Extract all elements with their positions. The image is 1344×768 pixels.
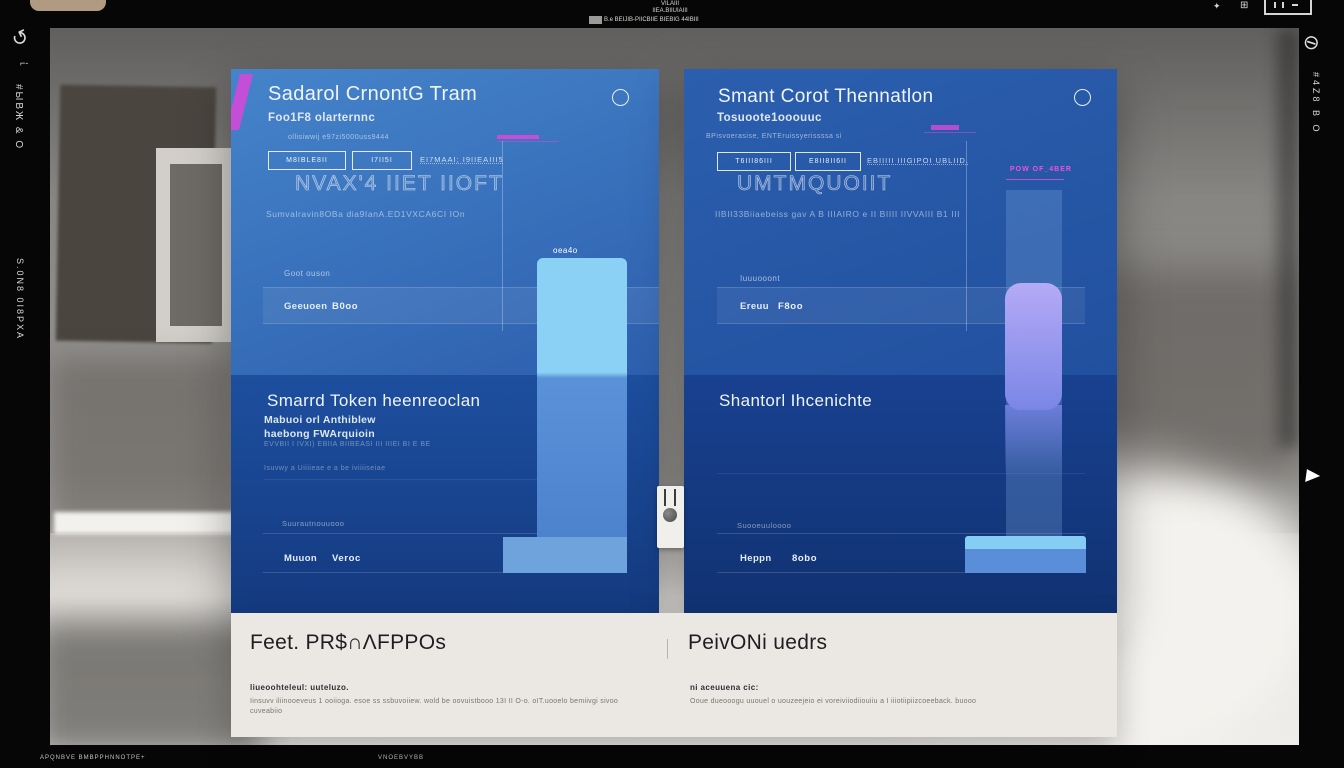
section2-fine2: Isuvwy a Uiiiieae e a be iviiiiseiae <box>264 465 386 472</box>
footer-divider <box>667 639 668 659</box>
divider <box>717 533 1085 534</box>
footer-card: Feet. PR$∩ΛFPPOs PeivONi uedrs liueoohte… <box>231 613 1117 737</box>
divider-slider[interactable] <box>657 486 684 548</box>
panel-left-subtitle: Foo1F8 olarternnc <box>268 112 376 124</box>
bar-purple-fade <box>1005 405 1062 477</box>
camera-frame-icon <box>1264 0 1312 15</box>
bezel-left-vertical-lower: S.0N8 0I8PXA <box>15 258 25 341</box>
bezel-top-text-1: VILAIII <box>660 1 679 7</box>
lower-row-label: Muuon <box>284 553 318 564</box>
chip-caption-link[interactable]: EBIIIII IIIGIPOI UBLIID. <box>867 156 969 165</box>
footer-left-body: Iinsuvv iliinooeveus 1 ooiioga. esoe ss … <box>250 698 619 715</box>
bezel-left-vertical-upper: #ЫВЖ & O <box>13 84 24 151</box>
row-label: Ereuu <box>740 301 769 312</box>
bezel-top-text-3: B.e BEIJIB-PIICBIIE BIEBIG 44IBIII <box>604 17 699 23</box>
row-label: Geeuoen <box>284 301 328 312</box>
panel-left-status-icon[interactable] <box>612 89 629 106</box>
chip-button-1[interactable]: T6III86III <box>717 152 791 171</box>
magenta-underline <box>924 132 976 133</box>
divider <box>263 572 627 573</box>
slider-knob[interactable] <box>663 508 677 522</box>
section2-line2: haebong FWArquioin <box>264 428 375 440</box>
panel-right-title: Smant Corot Thennatlon <box>718 86 934 107</box>
mini-magenta-label: POW OF_4BER <box>1010 166 1072 173</box>
divider <box>717 572 1085 573</box>
desk-shadow <box>50 618 260 745</box>
power-icon: ⊖ <box>1299 29 1323 57</box>
section2-heading: Smarrd Token heenreoclan <box>267 391 481 410</box>
grid-icon: ⊞ <box>1240 0 1249 11</box>
bar-value-label: oea4o <box>553 246 578 255</box>
bar-purple <box>1005 283 1062 410</box>
panel-right-status-icon[interactable] <box>1074 89 1091 106</box>
bezel-bottom-text-left: APQNBVE BMBPPHNNOTPE+ <box>40 755 146 761</box>
section2-fine1: EVVBII I IVXI) EBIIA BIIBEASI III IIIEI … <box>264 441 431 448</box>
magenta-dash <box>931 125 959 130</box>
lower-axis-label: Suurautnouuooo <box>282 519 345 528</box>
bezel-right-vertical-text: #4Z8 B O <box>1311 72 1321 135</box>
panel-right-meta: BPisvoerasise, ENTEruissyerissssa si <box>706 133 842 140</box>
spiral-icon: ↺ <box>8 25 33 53</box>
chart-axis-label: Goot ouson <box>284 269 331 278</box>
magenta-underline <box>1006 179 1064 180</box>
panel-right-fineprint: IIBII33Biiaebeiss gav A B IIIAIRO e II B… <box>715 209 961 219</box>
bezel-top-chip <box>589 16 602 24</box>
mouse-cursor <box>1305 469 1321 484</box>
chip-button-2[interactable]: E8II8II6II <box>795 152 861 171</box>
wordmark-outline-text: UMTMQUOIIT <box>737 172 893 196</box>
background-shadow-right <box>1100 268 1299 478</box>
bar-base-block <box>965 549 1086 573</box>
lower-row-value: Veroc <box>332 553 361 564</box>
bar-tall <box>537 258 627 537</box>
divider <box>263 533 627 534</box>
footer-right-body: Ooue dueooogu uuouel o uouzeejeio ei vor… <box>690 698 977 705</box>
chip-caption-link[interactable]: EI7MAAI; I9IIEAIII5 <box>420 155 504 164</box>
chart-axis-line <box>502 141 503 331</box>
bezel-bottom-text-right: VNOEBVYBB <box>378 755 425 761</box>
diamond-icon: ✦ <box>1213 1 1221 11</box>
magenta-stripe <box>231 74 253 130</box>
background-shadow <box>50 358 235 538</box>
panel-left-title: Sadarol CrnontG Tram <box>268 83 478 105</box>
magenta-dash <box>497 135 539 139</box>
panel-left-meta: ollisiwwij e97zi5000uss9444 <box>288 134 390 141</box>
divider <box>264 479 627 480</box>
lower-axis-label: Suooeuuloooo <box>737 521 792 530</box>
chart-axis-line <box>966 141 967 331</box>
footer-right-subheading: ni aceuuena cic: <box>690 683 759 692</box>
lower-row-value: 8obo <box>792 553 818 564</box>
chip-button-1[interactable]: M8IBLE8II <box>268 151 346 170</box>
row-value: F8oo <box>778 301 804 312</box>
chart-axis-label: Iuuuooont <box>740 274 781 283</box>
screen-edge-shadow <box>1278 28 1299 448</box>
panel-right-subtitle: Tosuoote1ooouuc <box>717 112 822 124</box>
wordmark-outline-text: NVAX'4 IIET IIOFT <box>295 172 504 196</box>
section2-line1: Mabuoi orl Anthiblew <box>264 414 376 426</box>
chip-button-2[interactable]: I7II5I <box>352 151 412 170</box>
bezel-reflection <box>30 0 106 11</box>
divider <box>717 473 1085 474</box>
magenta-underline <box>497 141 559 142</box>
bezel-top-text-2: IIEA.BIIUIAIII <box>652 8 688 14</box>
bezel-left-glyph: ⌐- <box>20 58 29 68</box>
picture-frame-art <box>170 164 222 326</box>
footer-left-heading: Feet. PR$∩ΛFPPOs <box>250 631 447 654</box>
panel-smart-contract-left: Sadarol CrnontG Tram Foo1F8 olarternnc o… <box>231 69 659 613</box>
footer-left-subheading: liueoohteleul: uuteluzo. <box>250 683 349 692</box>
footer-right-heading: PeivONi uedrs <box>688 631 828 654</box>
row-value: B0oo <box>332 301 359 312</box>
lower-row-label: Heppn <box>740 553 772 564</box>
bar-base <box>503 537 627 573</box>
paper-on-desk <box>54 512 234 534</box>
bar-base-light <box>965 536 1086 549</box>
panel-left-fineprint: Sumvalravin8OBa dia9IanA.ED1VXCA6CI IOn <box>266 209 466 219</box>
panel-smart-contract-right: Smant Corot Thennatlon Tosuoote1ooouuc B… <box>684 69 1117 613</box>
section2-heading: Shantorl Ihcenichte <box>719 391 873 410</box>
